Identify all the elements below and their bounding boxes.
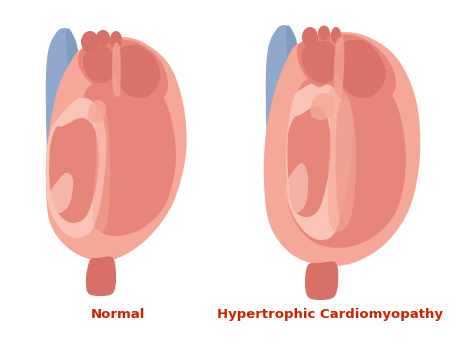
Ellipse shape <box>318 25 330 41</box>
PathPatch shape <box>88 100 106 123</box>
PathPatch shape <box>86 256 116 296</box>
Ellipse shape <box>110 31 122 49</box>
PathPatch shape <box>334 37 344 98</box>
Ellipse shape <box>81 31 99 53</box>
PathPatch shape <box>301 41 340 83</box>
PathPatch shape <box>50 173 73 213</box>
PathPatch shape <box>266 25 301 215</box>
PathPatch shape <box>328 87 356 232</box>
PathPatch shape <box>287 107 330 217</box>
PathPatch shape <box>114 45 160 98</box>
Text: Hypertrophic Cardiomyopathy: Hypertrophic Cardiomyopathy <box>217 308 443 321</box>
PathPatch shape <box>46 37 187 261</box>
PathPatch shape <box>286 25 301 217</box>
PathPatch shape <box>286 67 406 248</box>
Text: Normal: Normal <box>91 308 145 321</box>
PathPatch shape <box>78 73 176 236</box>
PathPatch shape <box>286 163 308 213</box>
PathPatch shape <box>297 34 396 110</box>
PathPatch shape <box>49 118 99 223</box>
PathPatch shape <box>46 28 82 217</box>
Ellipse shape <box>331 27 341 43</box>
PathPatch shape <box>83 46 116 83</box>
PathPatch shape <box>66 28 81 219</box>
PathPatch shape <box>305 261 338 300</box>
PathPatch shape <box>78 39 168 108</box>
PathPatch shape <box>93 103 110 233</box>
Ellipse shape <box>96 30 110 46</box>
PathPatch shape <box>46 98 106 238</box>
PathPatch shape <box>338 39 386 98</box>
PathPatch shape <box>286 80 353 240</box>
PathPatch shape <box>264 32 420 266</box>
PathPatch shape <box>112 43 121 97</box>
PathPatch shape <box>310 93 335 120</box>
PathPatch shape <box>336 83 403 230</box>
Ellipse shape <box>302 27 318 47</box>
